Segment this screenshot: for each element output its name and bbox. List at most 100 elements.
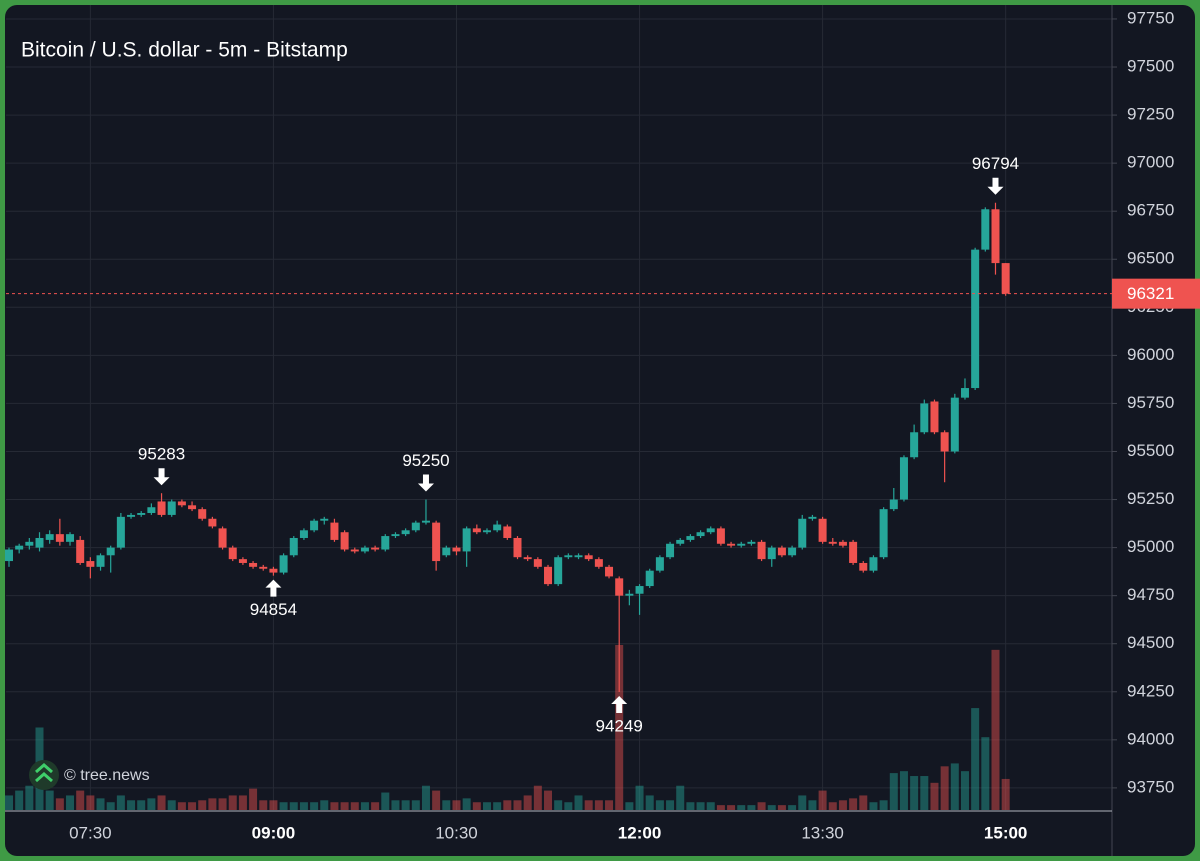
annotation-label: 94854 (250, 600, 297, 619)
candle-body (757, 541, 766, 560)
volume-bar (381, 792, 390, 810)
candle-body (879, 509, 888, 558)
volume-layer (5, 645, 1010, 810)
volume-bar (727, 805, 736, 810)
volume-bar (147, 798, 156, 810)
candle-body (137, 512, 146, 515)
candle-body (147, 507, 156, 513)
volume-bar (706, 802, 715, 810)
candle-body (777, 547, 786, 556)
volume-bar (767, 805, 776, 810)
last-price-label: 96321 (1127, 284, 1174, 303)
candle-body (899, 457, 908, 500)
candle-body (828, 541, 837, 544)
volume-bar (157, 795, 166, 810)
volume-bar (757, 802, 766, 810)
volume-bar (1001, 778, 1010, 810)
volume-bar (5, 795, 13, 810)
volume-bar (838, 800, 847, 810)
watermark-logo (29, 760, 59, 790)
candle-body (584, 555, 593, 560)
y-tick-label: 95000 (1127, 537, 1174, 556)
y-tick-label: 94000 (1127, 729, 1174, 748)
volume-bar (452, 800, 461, 810)
volume-bar (299, 802, 308, 810)
y-tick-label: 97000 (1127, 153, 1174, 172)
volume-bar (960, 771, 969, 810)
volume-bar (350, 802, 359, 810)
candle-body (625, 593, 634, 596)
annotation-label: 96794 (972, 154, 1019, 173)
candle-body (249, 562, 258, 567)
volume-bar (686, 802, 695, 810)
y-tick-label: 94750 (1127, 585, 1174, 604)
volume-bar (798, 795, 807, 810)
candle-body (289, 537, 298, 556)
y-tick-label: 94250 (1127, 681, 1174, 700)
candle-body (45, 534, 54, 540)
volume-bar (676, 785, 685, 810)
candle-body (96, 555, 105, 567)
volume-bar (310, 802, 319, 810)
candle-body (533, 559, 542, 567)
x-tick-label: 09:00 (252, 823, 295, 842)
candle-layer (5, 202, 1010, 692)
volume-bar (462, 798, 471, 810)
candle-body (838, 541, 847, 546)
volume-bar (533, 785, 542, 810)
candle-body (950, 397, 959, 452)
candle-body (716, 528, 725, 544)
annotation-label: 95250 (402, 451, 449, 470)
candle-body (605, 566, 614, 577)
volume-bar (66, 795, 75, 810)
volume-bar (106, 802, 115, 810)
x-tick-label: 10:30 (435, 823, 478, 842)
y-tick-label: 96750 (1127, 201, 1174, 220)
volume-bar (991, 649, 1000, 810)
grid (6, 5, 1112, 810)
volume-bar (86, 795, 95, 810)
candle-body (635, 586, 644, 594)
watermark: © tree.news (64, 767, 150, 784)
candle-body (696, 532, 705, 537)
volume-bar (716, 805, 725, 810)
volume-bar (574, 795, 583, 810)
candle-body (737, 543, 746, 546)
volume-bar (920, 776, 929, 810)
candle-body (859, 562, 868, 571)
candle-body (35, 537, 44, 548)
volume-bar (584, 800, 593, 810)
volume-bar (188, 802, 197, 810)
volume-bar (25, 785, 34, 810)
candle-body (788, 547, 797, 556)
volume-bar (330, 802, 339, 810)
candle-body (594, 559, 603, 567)
candle-body (920, 403, 929, 433)
y-tick-label: 97250 (1127, 105, 1174, 124)
candle-body (76, 539, 85, 563)
volume-bar (777, 805, 786, 810)
volume-bar (76, 790, 85, 810)
candle-body (320, 518, 329, 521)
annotation-arrow (265, 579, 282, 597)
candle-body (747, 541, 756, 544)
annotations: 95283 94854 95250 94249 96794 (138, 154, 1019, 735)
y-tick-label: 97750 (1127, 8, 1174, 27)
annotation-arrow (611, 695, 628, 713)
volume-bar (432, 790, 441, 810)
candle-body (686, 536, 695, 540)
candle-body (1001, 263, 1010, 294)
volume-bar (371, 802, 380, 810)
candle-body (889, 499, 898, 510)
volume-bar (238, 795, 247, 810)
volume-bar (594, 800, 603, 810)
volume-bar (167, 800, 176, 810)
candle-body (513, 537, 522, 558)
volume-bar (869, 802, 878, 810)
candle-body (655, 557, 664, 571)
candle-body (869, 557, 878, 571)
volume-bar (899, 771, 908, 810)
candle-body (767, 547, 776, 560)
